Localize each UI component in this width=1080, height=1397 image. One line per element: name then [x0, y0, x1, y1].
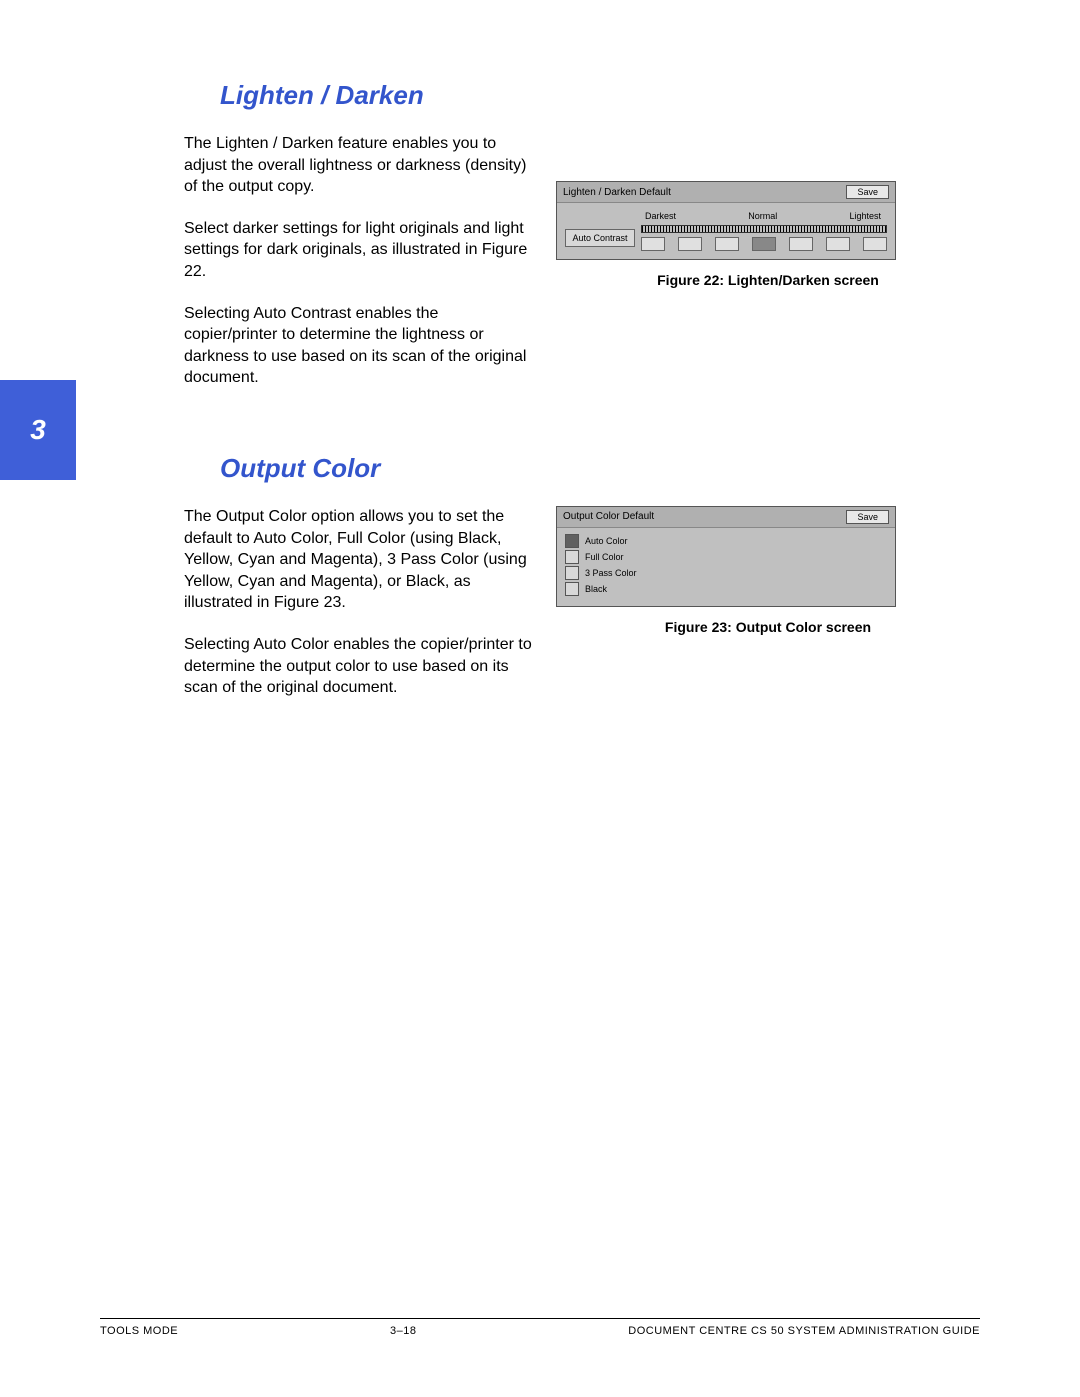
- density-row: Auto Contrast: [565, 225, 887, 251]
- screenshot-body: Auto Color Full Color 3 Pass Color Black: [557, 528, 895, 606]
- density-control: [641, 225, 887, 251]
- paragraph: The Lighten / Darken feature enables you…: [184, 133, 534, 198]
- page: 3 Lighten / Darken The Lighten / Darken …: [0, 0, 1080, 1397]
- density-step[interactable]: [863, 237, 887, 251]
- screenshot-title: Output Color Default: [563, 511, 654, 522]
- save-button[interactable]: Save: [846, 510, 889, 524]
- paragraph: The Output Color option allows you to se…: [184, 506, 534, 614]
- paragraph: Selecting Auto Color enables the copier/…: [184, 634, 534, 699]
- section-lighten-darken: The Lighten / Darken feature enables you…: [100, 133, 980, 409]
- density-labels: Darkest Normal Lightest: [645, 211, 881, 221]
- density-step[interactable]: [789, 237, 813, 251]
- output-color-screenshot: Output Color Default Save Auto Color Ful…: [556, 506, 896, 607]
- screenshot-header: Lighten / Darken Default Save: [557, 182, 895, 203]
- screenshot-header: Output Color Default Save: [557, 507, 895, 528]
- option-indicator: [565, 566, 579, 580]
- heading-lighten-darken: Lighten / Darken: [220, 80, 980, 111]
- footer-right: DOCUMENT CENTRE CS 50 SYSTEM ADMINISTRAT…: [628, 1325, 980, 1337]
- paragraph: Select darker settings for light origina…: [184, 218, 534, 283]
- figure-23: Output Color Default Save Auto Color Ful…: [556, 506, 980, 719]
- density-step[interactable]: [715, 237, 739, 251]
- figure-22: Lighten / Darken Default Save Darkest No…: [556, 181, 980, 409]
- footer-left: TOOLS MODE: [100, 1325, 178, 1337]
- option-indicator: [565, 550, 579, 564]
- density-step[interactable]: [678, 237, 702, 251]
- text-column-1: The Lighten / Darken feature enables you…: [184, 133, 534, 409]
- density-step[interactable]: [826, 237, 850, 251]
- section-output-color: The Output Color option allows you to se…: [100, 506, 980, 719]
- density-steps: [641, 237, 887, 251]
- auto-contrast-button[interactable]: Auto Contrast: [565, 229, 635, 247]
- chapter-tab: 3: [0, 380, 76, 480]
- text-column-2: The Output Color option allows you to se…: [184, 506, 534, 719]
- screenshot-title: Lighten / Darken Default: [563, 187, 671, 198]
- figure-22-caption: Figure 22: Lighten/Darken screen: [556, 272, 980, 288]
- option-indicator: [565, 534, 579, 548]
- option-label: Black: [585, 584, 607, 594]
- label-normal: Normal: [748, 211, 777, 221]
- color-option-row[interactable]: Full Color: [565, 550, 887, 564]
- option-label: 3 Pass Color: [585, 568, 637, 578]
- save-button[interactable]: Save: [846, 185, 889, 199]
- figure-23-caption: Figure 23: Output Color screen: [556, 619, 980, 635]
- lighten-darken-screenshot: Lighten / Darken Default Save Darkest No…: [556, 181, 896, 260]
- option-label: Auto Color: [585, 536, 628, 546]
- color-option-row[interactable]: Auto Color: [565, 534, 887, 548]
- density-step[interactable]: [641, 237, 665, 251]
- density-bar: [641, 225, 887, 233]
- screenshot-body: Darkest Normal Lightest Auto Contrast: [557, 203, 895, 259]
- footer-center: 3–18: [390, 1325, 416, 1337]
- label-darkest: Darkest: [645, 211, 676, 221]
- option-indicator: [565, 582, 579, 596]
- color-option-row[interactable]: Black: [565, 582, 887, 596]
- option-label: Full Color: [585, 552, 624, 562]
- label-lightest: Lightest: [849, 211, 881, 221]
- paragraph: Selecting Auto Contrast enables the copi…: [184, 303, 534, 389]
- heading-output-color: Output Color: [220, 453, 980, 484]
- density-step-selected[interactable]: [752, 237, 776, 251]
- page-footer: TOOLS MODE 3–18 DOCUMENT CENTRE CS 50 SY…: [100, 1318, 980, 1337]
- color-option-row[interactable]: 3 Pass Color: [565, 566, 887, 580]
